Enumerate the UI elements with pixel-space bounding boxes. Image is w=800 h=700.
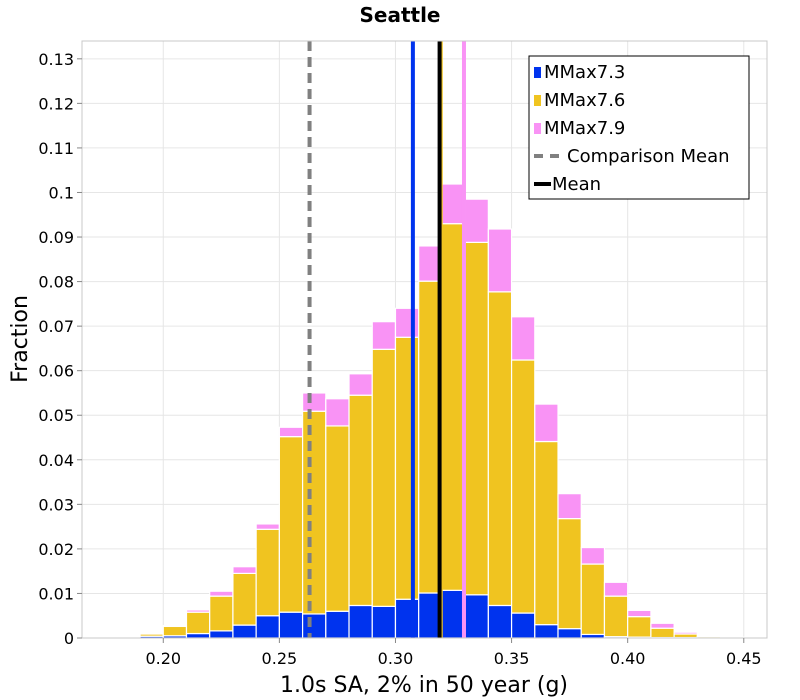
bar-mmax7-6 [232, 572, 257, 626]
bar-mmax7-9 [510, 316, 536, 361]
bar-mmax7-9 [580, 546, 606, 565]
plot-frame [81, 40, 768, 639]
y-tick-label: 0.02 [38, 540, 74, 559]
legend-label-mmax7-6: MMax7.6 [544, 90, 625, 111]
bar-mmax7-9 [650, 622, 675, 629]
legend-label-mean: Mean [552, 174, 601, 195]
bar-mmax7-6 [325, 425, 350, 612]
x-axis-label: 1.0s SA, 2% in 50 year (g) [280, 673, 568, 698]
bar-mmax7-9 [487, 228, 513, 293]
bar-mmax7-6 [278, 436, 304, 613]
bar-mmax7-3 [510, 612, 536, 639]
y-tick-label: 0.13 [38, 50, 74, 69]
bar-mmax7-6 [162, 625, 188, 637]
bar-mmax7-9 [371, 321, 397, 350]
bar-mmax7-9 [301, 392, 327, 412]
legend-box [528, 55, 750, 200]
bar-mmax7-9 [627, 609, 652, 618]
bar-mmax7-6 [185, 611, 211, 635]
bar-mmax7-3 [278, 611, 304, 639]
bar-mmax7-3 [534, 624, 559, 639]
bar-mmax7-6 [557, 517, 582, 630]
legend-label-comparison-mean: Comparison Mean [567, 146, 730, 167]
x-tick-label: 0.40 [610, 649, 646, 668]
bar-mmax7-9 [325, 398, 350, 427]
bar-mmax7-3 [232, 624, 257, 639]
bar-mmax7-3 [348, 604, 373, 639]
bar-mmax7-9 [534, 403, 559, 443]
bar-mmax7-9 [441, 183, 466, 225]
bar-mmax7-6 [650, 627, 675, 639]
bar-mmax7-3 [557, 628, 582, 639]
bar-mmax7-6 [464, 241, 489, 596]
bar-mmax7-3 [441, 589, 466, 639]
y-tick-label: 0.04 [38, 451, 74, 470]
bar-mmax7-9 [162, 624, 188, 628]
y-tick-label: 0.1 [49, 183, 74, 202]
y-tick-label: 0.09 [38, 228, 74, 247]
y-tick-label: 0.08 [38, 273, 74, 292]
bar-mmax7-6 [209, 595, 234, 632]
legend-label-mmax7-9: MMax7.9 [544, 118, 625, 139]
x-tick-label: 0.35 [494, 649, 530, 668]
bar-mmax7-6 [627, 616, 652, 638]
bar-mmax7-6 [441, 223, 466, 591]
bar-mmax7-6 [301, 410, 327, 615]
y-tick-label: 0.03 [38, 495, 74, 514]
bar-mmax7-6 [580, 563, 606, 636]
bar-mmax7-6 [534, 440, 559, 626]
y-tick-label: 0.06 [38, 362, 74, 381]
ticks: 0 0.01 0.02 0.03 0.04 0.05 0.06 0.07 0.08 0.09 0.1… [38, 50, 761, 668]
legend-swatch-mmax7-3 [534, 67, 541, 78]
bar-mmax7-3 [255, 615, 280, 639]
y-tick-label: 0.01 [38, 584, 74, 603]
bar-mmax7-3 [487, 604, 513, 639]
legend-label-mmax7-3: MMax7.3 [544, 62, 625, 83]
bar-mmax7-3 [371, 605, 397, 639]
bar-mmax7-9 [464, 198, 489, 243]
bar-mmax7-3 [464, 594, 489, 639]
bar-mmax7-9 [232, 566, 257, 574]
y-tick-label: 0 [64, 629, 74, 648]
x-tick-label: 0.25 [262, 649, 298, 668]
bar-mmax7-9 [394, 307, 420, 338]
bar-mmax7-9 [673, 631, 698, 635]
bar-mmax7-9 [696, 635, 722, 638]
vertical-lines [307, 41, 466, 638]
bar-mmax7-3 [325, 610, 350, 639]
bar-mmax7-9 [278, 426, 304, 438]
y-axis-label: Fraction [8, 295, 33, 383]
bar-mmax7-6 [394, 336, 420, 600]
legend-swatch-mmax7-6 [534, 95, 541, 106]
legend: MMax7.3 MMax7.6 MMax7.9 Comparison Mean Mean [528, 55, 750, 200]
bar-mmax7-6 [255, 528, 280, 617]
y-tick-label: 0.05 [38, 406, 74, 425]
x-tick-label: 0.45 [726, 649, 762, 668]
bar-mmax7-3 [209, 630, 234, 639]
bar-mmax7-6 [510, 359, 536, 614]
bar-mmax7-9 [185, 609, 211, 613]
chart-title: Seattle [359, 3, 440, 27]
bar-mmax7-6 [603, 595, 629, 638]
bar-mmax7-6 [371, 348, 397, 607]
y-tick-label: 0.12 [38, 94, 74, 113]
bar-mmax7-3 [394, 598, 420, 639]
bar-mmax7-9 [348, 373, 373, 396]
bar-mmax7-3 [185, 632, 211, 639]
bars [93, 183, 745, 639]
bar-mmax7-6 [487, 291, 513, 607]
y-tick-label: 0.07 [38, 317, 74, 336]
bar-mmax7-9 [255, 523, 280, 530]
bar-mmax7-6 [348, 394, 373, 607]
legend-swatch-mmax7-9 [534, 123, 541, 134]
y-tick-label: 0.11 [38, 139, 74, 158]
bar-mmax7-9 [603, 581, 629, 597]
bar-mmax7-9 [557, 493, 582, 520]
x-tick-label: 0.20 [145, 649, 181, 668]
bar-mmax7-3 [301, 613, 327, 639]
x-tick-label: 0.30 [378, 649, 414, 668]
bar-mmax7-9 [209, 590, 234, 597]
